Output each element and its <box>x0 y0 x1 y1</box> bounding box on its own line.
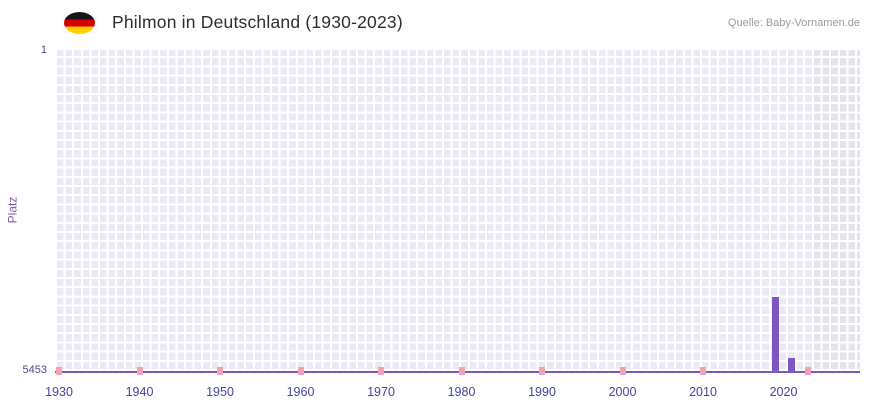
x-tick-label-1970: 1970 <box>367 385 395 399</box>
low-rank-marker-2010[interactable] <box>700 367 707 375</box>
low-rank-marker-2000[interactable] <box>619 367 626 375</box>
x-tick-label-1940: 1940 <box>125 385 154 399</box>
chart-title: Philmon in Deutschland (1930-2023) <box>112 12 403 32</box>
y-tick-max-rank: 1 <box>40 44 47 56</box>
x-tick-label-2020: 2020 <box>769 385 798 399</box>
low-rank-marker-1950[interactable] <box>217 367 224 375</box>
low-rank-marker-1990[interactable] <box>539 367 546 375</box>
low-rank-marker-1980[interactable] <box>458 367 465 375</box>
low-rank-marker-2023[interactable] <box>804 367 811 375</box>
x-tick-label-2010: 2010 <box>689 385 717 399</box>
source-credit: Quelle: Baby-Vornamen.de <box>727 17 860 29</box>
x-tick-label-2000: 2000 <box>608 385 637 399</box>
x-tick-label-1950: 1950 <box>206 385 234 399</box>
y-tick-min-rank: 5453 <box>22 364 47 376</box>
rank-bar-2019[interactable] <box>771 297 779 371</box>
rank-bar-2021[interactable] <box>788 357 796 371</box>
x-tick-label-1990: 1990 <box>528 385 556 399</box>
low-rank-marker-1970[interactable] <box>378 367 385 375</box>
x-axis-labels: 1930 1940 1950 1960 1970 1980 1990 2000 2010 2020 <box>45 385 860 405</box>
low-rank-marker-1940[interactable] <box>136 367 143 375</box>
x-tick-label-1960: 1960 <box>286 385 315 399</box>
low-rank-marker-1960[interactable] <box>297 367 304 375</box>
plot-area <box>55 50 860 375</box>
low-rank-marker-1930[interactable] <box>56 367 63 375</box>
no-data-region <box>811 50 860 371</box>
x-tick-label-1980: 1980 <box>447 385 476 399</box>
y-axis-title: Platz <box>5 196 20 224</box>
x-tick-label-1930: 1930 <box>45 385 73 399</box>
germany-flag-icon <box>64 12 95 34</box>
